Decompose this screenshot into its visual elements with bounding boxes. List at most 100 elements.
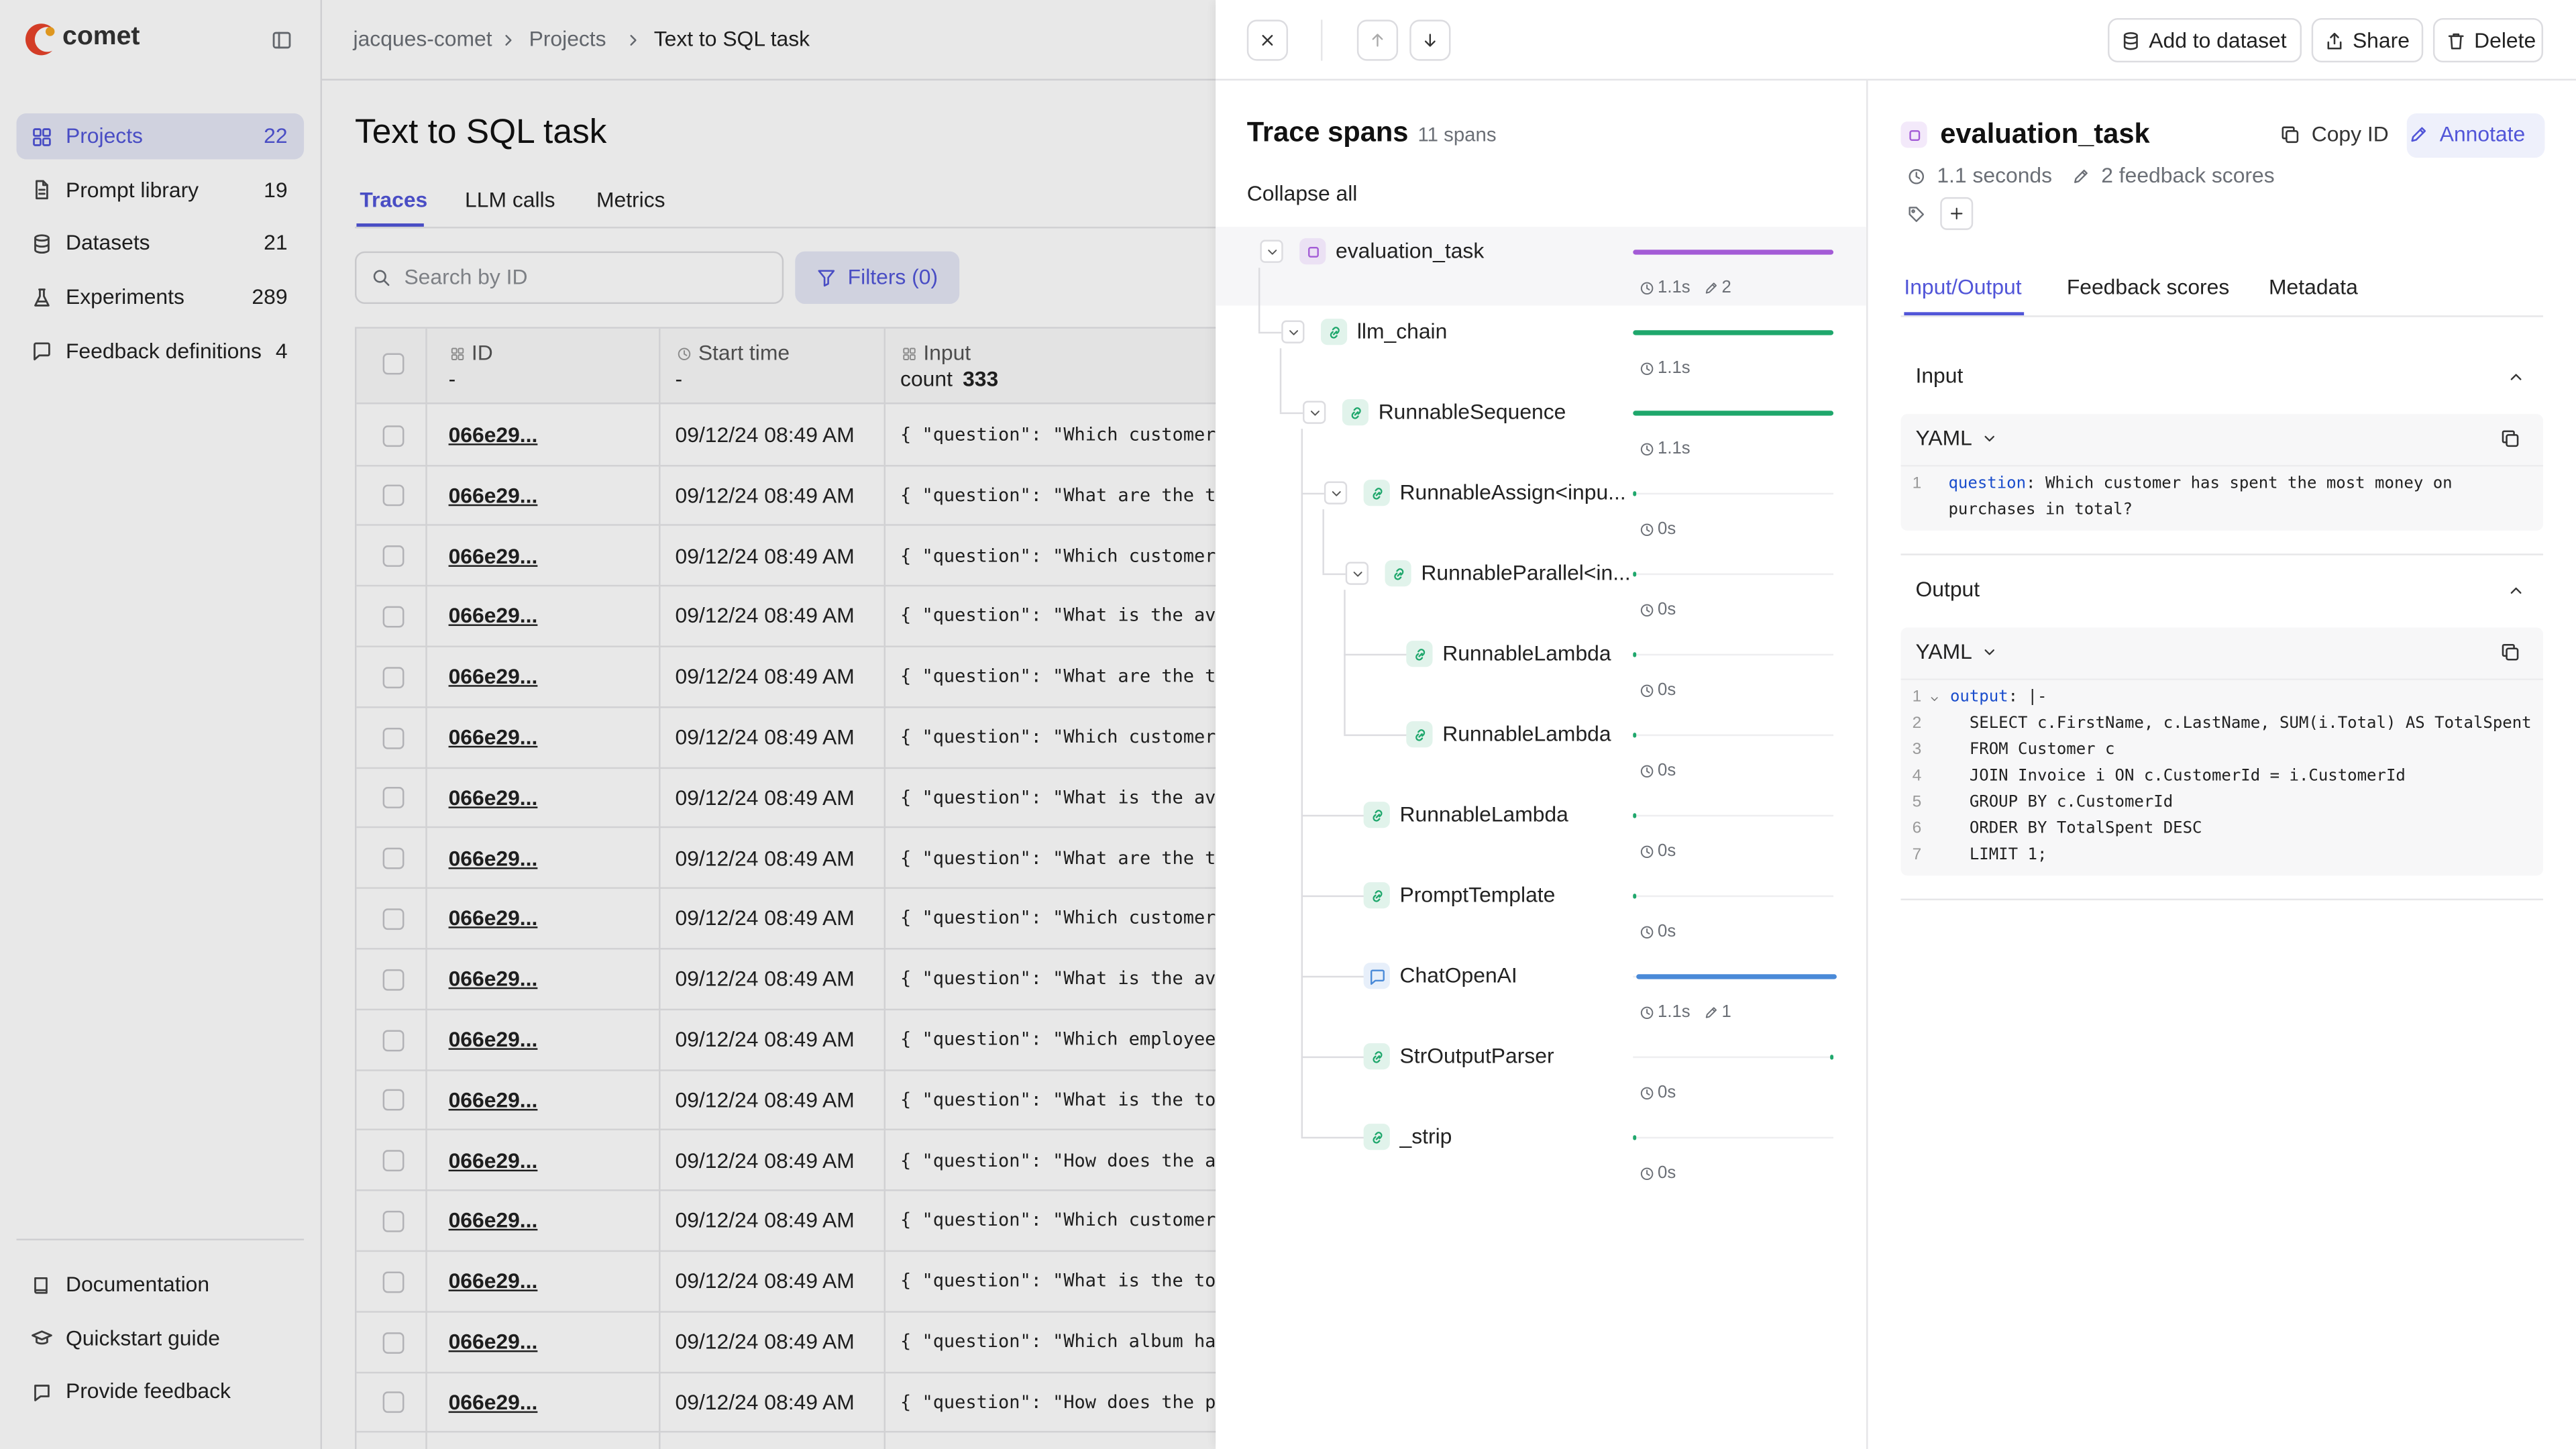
line-number: 6	[1913, 816, 1922, 843]
duration-icon	[1639, 844, 1654, 859]
code-text: GROUP BY c.CustomerId	[1950, 794, 2173, 812]
section-title[interactable]: Input	[1916, 362, 1964, 391]
toolbar-button-label[interactable]: Delete	[2474, 25, 2536, 55]
span-icon	[1415, 649, 1424, 659]
detail-tab[interactable]: Metadata	[2269, 273, 2358, 303]
span-duration: 1.1s	[1658, 273, 1690, 303]
span-icon	[1368, 1047, 1386, 1065]
tree-connector	[1344, 735, 1406, 736]
span-icon	[1368, 806, 1386, 824]
span-bar	[1633, 329, 1833, 334]
tree-connector	[1258, 268, 1260, 332]
duration-icon	[1646, 687, 1648, 692]
span-bar	[1633, 893, 1636, 898]
format-select[interactable]: YAML	[1916, 424, 1972, 453]
span-duration: 1.1s	[1658, 354, 1690, 383]
line-number: 3	[1913, 738, 1922, 764]
span-duration: 0s	[1658, 1078, 1676, 1108]
timeline-track	[1633, 1057, 1833, 1058]
span-duration: 0s	[1658, 515, 1676, 544]
span-name[interactable]: RunnableParallel<in...	[1421, 559, 1630, 588]
span-name[interactable]: RunnableAssign<inpu...	[1400, 478, 1626, 508]
trace-panel: Add to datasetShareDeleteTrace spans11 s…	[1216, 0, 2576, 1449]
toolbar-button-label[interactable]: Share	[2353, 25, 2410, 55]
span-name[interactable]: PromptTemplate	[1400, 881, 1556, 910]
span-toggle-icon	[1285, 325, 1300, 339]
span-name[interactable]: StrOutputParser	[1400, 1042, 1554, 1071]
line-number: 1	[1913, 685, 1922, 711]
tree-connector	[1301, 815, 1364, 816]
span-name[interactable]: RunnableLambda	[1442, 720, 1611, 749]
tree-connector	[1322, 574, 1345, 575]
previous-button-icon	[1373, 35, 1382, 46]
detail-title: evaluation_task	[1940, 118, 2149, 151]
section-toggle	[2506, 581, 2524, 599]
span-bar	[1636, 973, 1837, 978]
tree-connector	[1258, 332, 1281, 333]
duration-icon	[1646, 1089, 1648, 1094]
span-icon	[1410, 725, 1428, 743]
span-toggle-icon	[1311, 411, 1318, 415]
detail-action-label[interactable]: Annotate	[2440, 120, 2525, 150]
detail-action-icon	[2286, 131, 2298, 142]
duration-icon	[1639, 280, 1654, 295]
tree-connector	[1344, 590, 1345, 735]
format-chevron	[1986, 650, 1994, 654]
copy-code	[2507, 649, 2518, 660]
duration-icon	[1639, 522, 1654, 537]
span-icon	[1352, 407, 1360, 417]
format-select[interactable]: YAML	[1916, 637, 1972, 667]
toolbar-button-label[interactable]: Add to dataset	[2149, 25, 2286, 55]
duration-icon	[1907, 167, 1925, 185]
span-name[interactable]: ChatOpenAI	[1400, 961, 1517, 991]
code-text: : |-	[2008, 688, 2047, 706]
span-name[interactable]: RunnableLambda	[1442, 639, 1611, 669]
line-number: 1	[1913, 472, 1922, 498]
span-bar	[1633, 410, 1833, 415]
detail-tab[interactable]: Input/Output	[1904, 273, 2021, 303]
timeline-track	[1633, 1137, 1833, 1138]
span-duration: 0s	[1658, 917, 1676, 947]
fold-icon	[1928, 692, 1939, 704]
line-number: 7	[1913, 843, 1922, 869]
next-button-icon	[1426, 35, 1434, 46]
fold-icon	[1931, 697, 1937, 700]
detail-action-label[interactable]: Copy ID	[2312, 120, 2389, 150]
span-bar	[1633, 812, 1636, 817]
span-name[interactable]: _strip	[1400, 1122, 1452, 1152]
section-toggle	[2506, 367, 2524, 385]
span-toggle-icon	[1350, 566, 1364, 581]
previous-button-icon	[1368, 32, 1387, 50]
span-icon	[1394, 568, 1402, 578]
span-duration: 1.1s	[1658, 998, 1690, 1027]
detail-duration: 1.1 seconds	[1937, 161, 2052, 191]
feedback-icon	[1706, 1007, 1715, 1016]
span-name[interactable]: llm_chain	[1357, 317, 1448, 347]
span-icon	[1373, 1132, 1381, 1142]
duration-icon	[1639, 361, 1654, 376]
toolbar-button-icon	[2121, 30, 2141, 50]
span-name[interactable]: RunnableLambda	[1400, 800, 1568, 830]
collapse-all[interactable]: Collapse all	[1247, 179, 1358, 209]
feedback-icon	[2071, 167, 2089, 185]
tree-connector	[1301, 429, 1303, 1137]
spans-count: 11 spans	[1417, 120, 1496, 150]
section-title[interactable]: Output	[1916, 575, 1980, 604]
span-bar	[1633, 490, 1636, 495]
duration-icon	[1646, 1170, 1648, 1175]
span-bar	[1633, 651, 1636, 656]
span-duration: 0s	[1658, 756, 1676, 786]
span-icon	[1373, 488, 1381, 498]
span-icon	[1368, 886, 1386, 904]
detail-tab[interactable]: Feedback scores	[2067, 273, 2229, 303]
dim-overlay	[0, 0, 1216, 1449]
detail-tab-line	[1900, 315, 2543, 317]
next-button-icon	[1421, 32, 1439, 50]
toolbar-button-icon	[2447, 30, 2466, 50]
span-name[interactable]: RunnableSequence	[1379, 398, 1566, 427]
line-number: 5	[1913, 790, 1922, 816]
detail-icon	[1909, 130, 1918, 139]
span-name[interactable]: evaluation_task	[1336, 237, 1484, 266]
span-duration: 1.1s	[1658, 434, 1690, 464]
span-toggle-icon	[1268, 250, 1275, 254]
